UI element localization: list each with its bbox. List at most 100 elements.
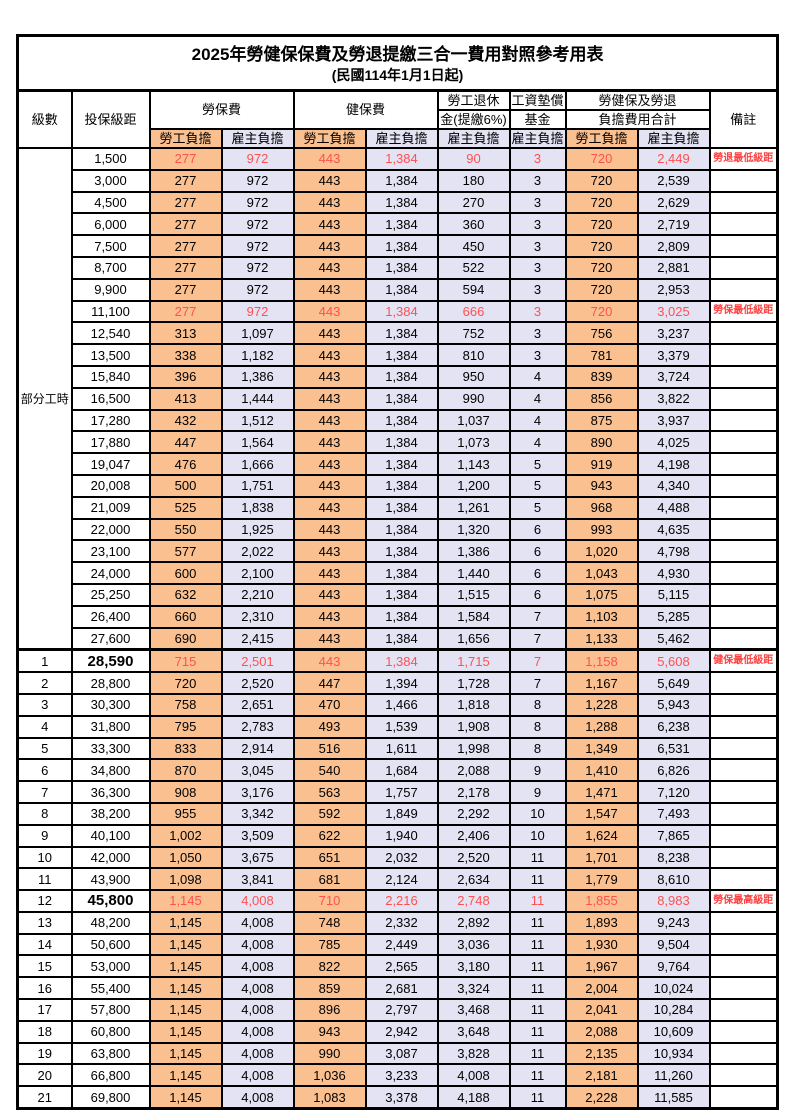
- table-row: 24,000 600 2,100 443 1,384 1,440 6 1,043 4,930: [18, 561, 779, 585]
- total-employee-cell: 756: [564, 321, 639, 346]
- pension-employer-cell: 2,634: [436, 867, 511, 892]
- total-employee-cell: 720: [564, 212, 639, 237]
- health-ins-employer-cell: 1,384: [364, 190, 439, 215]
- part-time-group-cell: 部分工時: [16, 147, 73, 651]
- health-ins-employer-cell: 1,384: [364, 582, 439, 607]
- total-employee-cell: 943: [564, 473, 639, 498]
- wage-fund-employer-cell: 10: [508, 801, 567, 826]
- labor-ins-employee-cell: 955: [148, 801, 223, 826]
- total-employer-cell: 5,649: [636, 671, 711, 695]
- bracket-cell: 28,800: [70, 671, 151, 695]
- wage-fund-employer-cell: 5: [508, 473, 567, 498]
- wage-fund-employer-cell: 11: [508, 867, 567, 892]
- bracket-cell: 40,100: [70, 823, 151, 848]
- bracket-cell: 38,200: [70, 801, 151, 826]
- labor-ins-employer-cell: 1,666: [220, 452, 295, 476]
- health-ins-employee-cell: 443: [292, 517, 367, 542]
- table-row: 11 43,900 1,098 3,841 681 2,124 2,634 11 1,779 8,…: [16, 867, 779, 892]
- table-row: 12 45,800 1,145 4,008 710 2,216 2,748 11 1,855 8,…: [16, 889, 779, 913]
- labor-ins-employer-cell: 1,097: [220, 321, 295, 346]
- health-ins-employee-cell: 443: [292, 299, 367, 324]
- health-ins-employee-cell: 443: [292, 408, 367, 433]
- table-row: 21 69,800 1,145 4,008 1,083 3,378 4,188 11 2,228…: [16, 1085, 779, 1110]
- table-row: 15 53,000 1,145 4,008 822 2,565 3,180 11 1,967 9,…: [16, 954, 779, 979]
- labor-ins-employee-cell: 1,050: [148, 845, 223, 870]
- pension-employer-cell: 2,178: [436, 780, 511, 804]
- bracket-cell: 21,009: [70, 495, 151, 520]
- remark-cell: [708, 364, 779, 389]
- total-employer-cell: 5,608: [636, 648, 711, 674]
- labor-ins-employee-cell: 1,145: [148, 889, 223, 913]
- labor-ins-employer-cell: 1,838: [220, 495, 295, 520]
- level-cell: 20: [16, 1063, 73, 1088]
- wage-fund-employer-cell: 11: [508, 976, 567, 1001]
- health-ins-employer-cell: 3,087: [364, 1041, 439, 1066]
- total-employer-cell: 10,024: [636, 976, 711, 1001]
- health-ins-employee-cell: 443: [292, 582, 367, 607]
- pension-employer-cell: 360: [436, 212, 511, 237]
- table-row: 12,540 313 1,097 443 1,384 752 3 756 3,237: [18, 321, 779, 346]
- health-ins-employer-cell: 2,449: [364, 932, 439, 957]
- health-ins-employee-cell: 443: [292, 561, 367, 585]
- labor-ins-employer-cell: 2,415: [220, 626, 295, 651]
- health-ins-employee-cell: 516: [292, 736, 367, 761]
- bracket-cell: 45,800: [70, 889, 151, 913]
- wage-fund-employer-cell: 4: [508, 364, 567, 389]
- total-employer-cell: 8,238: [636, 845, 711, 870]
- health-ins-employer-cell: 2,565: [364, 954, 439, 979]
- total-employer-cell: 4,635: [636, 517, 711, 542]
- total-employee-cell: 1,701: [564, 845, 639, 870]
- table-row: 16,500 413 1,444 443 1,384 990 4 856 3,822: [18, 386, 779, 411]
- total-employee-cell: 919: [564, 452, 639, 476]
- table-row: 11,100 277 972 443 1,384 666 3 720 3,025 勞保最低級距: [18, 299, 779, 324]
- labor-ins-employer-cell: 1,925: [220, 517, 295, 542]
- labor-ins-employee-cell: 833: [148, 736, 223, 761]
- total-employee-cell: 2,181: [564, 1063, 639, 1088]
- labor-ins-employee-cell: 525: [148, 495, 223, 520]
- wage-fund-employer-cell: 6: [508, 517, 567, 542]
- labor-ins-employer-cell: 972: [220, 255, 295, 280]
- labor-ins-employee-cell: 600: [148, 561, 223, 585]
- health-ins-employee-cell: 443: [292, 277, 367, 302]
- remark-cell: [708, 626, 779, 651]
- labor-ins-employee-cell: 313: [148, 321, 223, 346]
- total-employer-cell: 4,488: [636, 495, 711, 520]
- wage-fund-employer-cell: 3: [508, 255, 567, 280]
- table-row: 3,000 277 972 443 1,384 180 3 720 2,539: [18, 168, 779, 193]
- pension-employer-cell: 3,324: [436, 976, 511, 1001]
- table-row: 22,000 550 1,925 443 1,384 1,320 6 993 4,635: [18, 517, 779, 542]
- pension-employer-cell: 270: [436, 190, 511, 215]
- remark-cell: 勞保最低級距: [708, 299, 779, 324]
- level-cell: 11: [16, 867, 73, 892]
- pension-employer-cell: 2,520: [436, 845, 511, 870]
- total-employee-cell: 1,779: [564, 867, 639, 892]
- pension-employer-cell: 1,908: [436, 714, 511, 739]
- health-ins-employee-cell: 443: [292, 473, 367, 498]
- health-ins-employer-cell: 1,384: [364, 343, 439, 367]
- total-employee-cell: 856: [564, 386, 639, 411]
- total-employer-cell: 3,822: [636, 386, 711, 411]
- remark-cell: [708, 604, 779, 629]
- pension-employer-cell: 1,073: [436, 430, 511, 455]
- bracket-cell: 48,200: [70, 910, 151, 935]
- table-row: 6,000 277 972 443 1,384 360 3 720 2,719: [18, 212, 779, 237]
- total-employer-cell: 2,449: [636, 147, 711, 171]
- health-ins-employee-cell: 447: [292, 671, 367, 695]
- health-ins-employee-cell: 443: [292, 168, 367, 193]
- total-employer-cell: 3,025: [636, 299, 711, 324]
- total-employee-cell: 720: [564, 234, 639, 258]
- subheader-labor-employer: 雇主負擔: [220, 128, 295, 149]
- bracket-cell: 30,300: [70, 692, 151, 717]
- bracket-cell: 22,000: [70, 517, 151, 542]
- remark-cell: [708, 758, 779, 783]
- level-cell: 16: [16, 976, 73, 1001]
- health-ins-employer-cell: 1,757: [364, 780, 439, 804]
- total-employee-cell: 839: [564, 364, 639, 389]
- health-ins-employer-cell: 2,032: [364, 845, 439, 870]
- labor-ins-employee-cell: 720: [148, 671, 223, 695]
- table-row: 3 30,300 758 2,651 470 1,466 1,818 8 1,228 5,943: [16, 692, 779, 717]
- wage-fund-employer-cell: 11: [508, 910, 567, 935]
- bracket-cell: 17,880: [70, 430, 151, 455]
- remark-cell: [708, 780, 779, 804]
- table-row: 6 34,800 870 3,045 540 1,684 2,088 9 1,410 6,826: [16, 758, 779, 783]
